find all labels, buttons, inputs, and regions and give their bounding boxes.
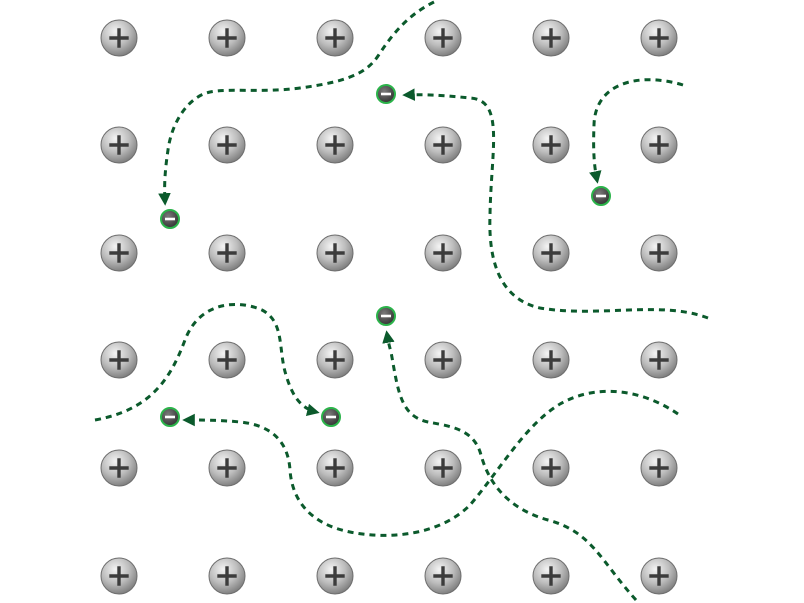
plus-sign-icon — [109, 243, 129, 263]
electron-path — [382, 330, 638, 602]
positive-ion — [208, 449, 246, 487]
plus-sign-icon — [325, 566, 345, 586]
positive-ion — [532, 449, 570, 487]
positive-ion — [316, 341, 354, 379]
positive-ion — [640, 234, 678, 272]
positive-ion — [424, 19, 462, 57]
plus-sign-icon — [325, 28, 345, 48]
ion-lattice — [100, 19, 678, 595]
positive-ion — [100, 126, 138, 164]
plus-sign-icon — [433, 28, 453, 48]
positive-ion — [100, 449, 138, 487]
plus-sign-icon — [649, 28, 669, 48]
plus-sign-icon — [217, 566, 237, 586]
electron-path — [94, 303, 320, 422]
plus-sign-icon — [217, 458, 237, 478]
plus-sign-icon — [433, 350, 453, 370]
plus-sign-icon — [649, 243, 669, 263]
positive-ion — [100, 557, 138, 595]
positive-ion — [640, 449, 678, 487]
positive-ion — [208, 126, 246, 164]
plus-sign-icon — [217, 243, 237, 263]
electron — [160, 209, 180, 229]
electron-path — [182, 389, 679, 537]
positive-ion — [532, 341, 570, 379]
positive-ion — [316, 449, 354, 487]
electron-paths — [94, 0, 709, 602]
electron-path — [402, 88, 709, 320]
positive-ion — [208, 341, 246, 379]
plus-sign-icon — [649, 350, 669, 370]
positive-ion — [532, 557, 570, 595]
plus-sign-icon — [109, 135, 129, 155]
plus-sign-icon — [541, 28, 561, 48]
electron-path — [158, 0, 435, 206]
plus-sign-icon — [109, 458, 129, 478]
positive-ion — [532, 19, 570, 57]
free-electrons — [160, 84, 611, 427]
plus-sign-icon — [325, 350, 345, 370]
electron — [591, 186, 611, 206]
plus-sign-icon — [433, 135, 453, 155]
positive-ion — [100, 234, 138, 272]
positive-ion — [424, 449, 462, 487]
electron — [321, 407, 341, 427]
plus-sign-icon — [541, 566, 561, 586]
positive-ion — [316, 19, 354, 57]
electron — [376, 84, 396, 104]
positive-ion — [316, 234, 354, 272]
positive-ion — [208, 234, 246, 272]
positive-ion — [640, 19, 678, 57]
positive-ion — [532, 234, 570, 272]
electron-path — [589, 78, 684, 184]
plus-sign-icon — [433, 243, 453, 263]
plus-sign-icon — [433, 566, 453, 586]
positive-ion — [532, 126, 570, 164]
positive-ion — [424, 557, 462, 595]
positive-ion — [424, 234, 462, 272]
plus-sign-icon — [541, 135, 561, 155]
plus-sign-icon — [325, 243, 345, 263]
positive-ion — [100, 19, 138, 57]
positive-ion — [316, 557, 354, 595]
positive-ion — [208, 557, 246, 595]
plus-sign-icon — [325, 135, 345, 155]
plus-sign-icon — [541, 350, 561, 370]
positive-ion — [424, 341, 462, 379]
plus-sign-icon — [109, 28, 129, 48]
positive-ion — [640, 126, 678, 164]
positive-ion — [316, 126, 354, 164]
plus-sign-icon — [109, 566, 129, 586]
plus-sign-icon — [649, 458, 669, 478]
plus-sign-icon — [433, 458, 453, 478]
plus-sign-icon — [649, 566, 669, 586]
plus-sign-icon — [541, 243, 561, 263]
plus-sign-icon — [649, 135, 669, 155]
plus-sign-icon — [325, 458, 345, 478]
plus-sign-icon — [541, 458, 561, 478]
plus-sign-icon — [217, 350, 237, 370]
plus-sign-icon — [217, 28, 237, 48]
electron — [160, 407, 180, 427]
positive-ion — [100, 341, 138, 379]
positive-ion — [640, 341, 678, 379]
electron — [376, 306, 396, 326]
positive-ion — [640, 557, 678, 595]
plus-sign-icon — [109, 350, 129, 370]
positive-ion — [424, 126, 462, 164]
plus-sign-icon — [217, 135, 237, 155]
positive-ion — [208, 19, 246, 57]
